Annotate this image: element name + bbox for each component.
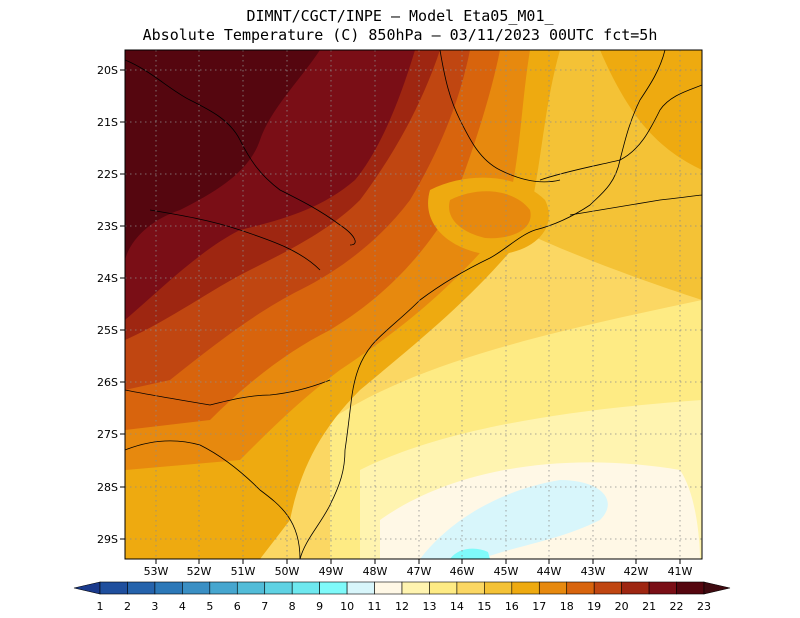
colorbar-segment <box>209 581 238 595</box>
lon-axis: 53W 52W 51W 50W 49W 48W 47W 46W 45W 44W … <box>144 559 693 578</box>
colorbar-label: 15 <box>477 600 491 613</box>
colorbar-label: 4 <box>179 600 186 613</box>
plot-frame <box>124 49 703 560</box>
lon-label: 52W <box>187 565 212 578</box>
lon-label: 51W <box>231 565 256 578</box>
coastline-and-borders <box>125 50 702 559</box>
lat-label: 27S <box>97 428 118 441</box>
chart-title-line1: DIMNT/CGCT/INPE – Model Eta05_M01_ <box>246 7 554 25</box>
lat-label: 29S <box>97 533 118 546</box>
lon-label: 43W <box>581 565 606 578</box>
colorbar-segment <box>127 581 156 595</box>
colorbar-arrow-low <box>73 581 101 595</box>
field-patch-rio-inner <box>449 191 531 239</box>
lat-label: 24S <box>97 272 118 285</box>
colorbar-label: 9 <box>316 600 323 613</box>
chart-title-line2: Absolute Temperature (C) 850hPa – 03/11/… <box>142 26 658 44</box>
field-band-17 <box>600 50 702 170</box>
colorbar-label: 7 <box>261 600 268 613</box>
colorbar-label: 14 <box>450 600 464 613</box>
colorbar-label: 12 <box>395 600 409 613</box>
colorbar-label: 22 <box>670 600 684 613</box>
colorbar-label: 10 <box>340 600 354 613</box>
lon-label: 53W <box>144 565 169 578</box>
lon-label: 42W <box>624 565 649 578</box>
lon-label: 41W <box>668 565 693 578</box>
colorbar-segment <box>319 581 348 595</box>
colorbar-segment <box>374 581 403 595</box>
field-band-10 <box>450 548 490 559</box>
lon-label: 48W <box>363 565 388 578</box>
colorbar-label: 23 <box>697 600 711 613</box>
colorbar-segment <box>346 581 375 595</box>
colorbar-segment <box>182 581 211 595</box>
colorbar-label: 19 <box>587 600 601 613</box>
lat-label: 28S <box>97 481 118 494</box>
colorbar-segment <box>566 581 595 595</box>
colorbar-label: 3 <box>151 600 158 613</box>
colorbar-segment <box>154 581 183 595</box>
colorbar-label: 13 <box>422 600 436 613</box>
lat-axis: 20S 21S 22S 23S 24S 25S 26S 27S 28S 29S <box>97 64 125 546</box>
colorbar-label: 8 <box>289 600 296 613</box>
colorbar-label: 11 <box>368 600 382 613</box>
colorbar: 1 2 3 4 5 6 7 8 9 10 11 12 13 14 15 16 17 18 19 20 21 22 23 <box>73 581 731 613</box>
lat-label: 26S <box>97 376 118 389</box>
field-band-11 <box>420 480 608 559</box>
colorbar-label: 1 <box>97 600 104 613</box>
colorbar-label: 20 <box>615 600 629 613</box>
colorbar-segment <box>484 581 513 595</box>
colorbar-segment <box>236 581 266 595</box>
colorbar-segment <box>264 581 293 595</box>
colorbar-label: 16 <box>505 600 519 613</box>
graticule <box>125 50 702 559</box>
lat-label: 21S <box>97 116 118 129</box>
colorbar-label: 5 <box>206 600 213 613</box>
colorbar-label: 17 <box>532 600 546 613</box>
colorbar-segment <box>621 581 650 595</box>
lon-label: 46W <box>450 565 475 578</box>
colorbar-label: 21 <box>642 600 656 613</box>
field-band-23 <box>125 50 320 260</box>
lon-label: 47W <box>407 565 432 578</box>
colorbar-segment <box>99 581 128 595</box>
colorbar-segment <box>648 581 677 595</box>
colorbar-arrow-high <box>703 581 731 595</box>
lon-label: 45W <box>494 565 519 578</box>
colorbar-segment <box>456 581 485 595</box>
lon-label: 44W <box>537 565 562 578</box>
lon-label: 49W <box>319 565 344 578</box>
colorbar-segment <box>593 581 622 595</box>
colorbar-label: 18 <box>560 600 574 613</box>
lon-label: 50W <box>275 565 300 578</box>
colorbar-label: 2 <box>124 600 131 613</box>
colorbar-segment <box>429 581 458 595</box>
colorbar-segment <box>511 581 540 595</box>
colorbar-label: 6 <box>234 600 241 613</box>
lat-label: 23S <box>97 220 118 233</box>
temperature-field <box>125 50 702 559</box>
lat-label: 25S <box>97 324 118 337</box>
colorbar-segment <box>538 581 568 595</box>
lat-label: 20S <box>97 64 118 77</box>
colorbar-segment <box>676 581 705 595</box>
lat-label: 22S <box>97 168 118 181</box>
colorbar-segment <box>401 581 430 595</box>
colorbar-segment <box>291 581 320 595</box>
